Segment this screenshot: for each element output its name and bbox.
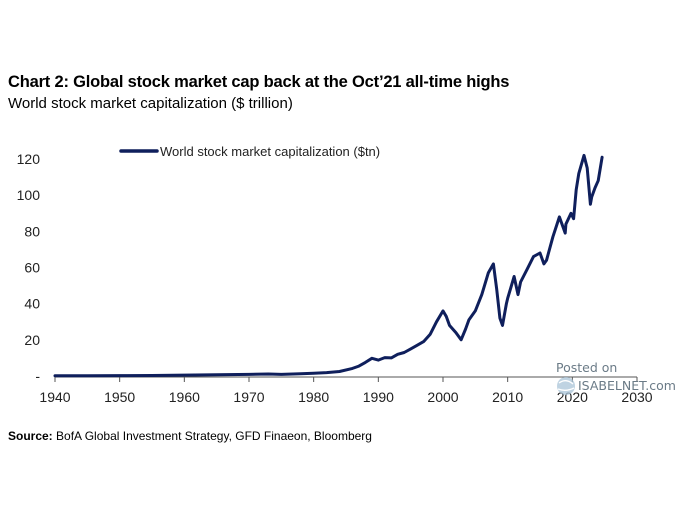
series-line bbox=[53, 153, 604, 378]
y-tick-label: 80 bbox=[24, 223, 40, 239]
source-note: Source: BofA Global Investment Strategy,… bbox=[8, 429, 372, 443]
x-tick-label: 1940 bbox=[39, 389, 70, 405]
y-tick-label: 120 bbox=[17, 151, 41, 167]
legend-label: World stock market capitalization ($tn) bbox=[160, 144, 380, 159]
y-tick-label: 20 bbox=[24, 332, 40, 348]
y-tick-label: 100 bbox=[17, 187, 41, 203]
chart-subtitle: World stock market capitalization ($ tri… bbox=[8, 95, 293, 112]
source-label: Source: bbox=[8, 429, 53, 443]
x-tick-label: 1950 bbox=[104, 389, 135, 405]
chart-title: Chart 2: Global stock market cap back at… bbox=[8, 73, 510, 91]
y-tick-label: 60 bbox=[24, 260, 40, 276]
x-tick-label: 1990 bbox=[363, 389, 394, 405]
x-tick-label: 1980 bbox=[298, 389, 329, 405]
x-axis-ticks: 1940 1950 1960 1970 1980 1990 2000 2010 2020 2030 bbox=[39, 377, 653, 405]
y-tick-label: 40 bbox=[24, 296, 40, 312]
legend: World stock market capitalization ($tn) bbox=[119, 144, 380, 159]
watermark-posted-on: Posted on bbox=[556, 360, 617, 375]
watermark: Posted on ISABELNET.com bbox=[556, 360, 676, 395]
series-layer bbox=[53, 153, 604, 378]
y-tick-label: - bbox=[35, 368, 40, 384]
x-tick-label: 2010 bbox=[492, 389, 523, 405]
watermark-site: ISABELNET.com bbox=[578, 378, 676, 393]
x-tick-label: 2000 bbox=[427, 389, 458, 405]
x-tick-label: 1960 bbox=[169, 389, 200, 405]
source-text: BofA Global Investment Strategy, GFD Fin… bbox=[56, 429, 372, 443]
y-axis-ticks: - 20 40 60 80 100 120 bbox=[17, 151, 41, 384]
globe-icon bbox=[557, 377, 575, 395]
x-tick-label: 2030 bbox=[621, 389, 652, 405]
x-tick-label: 1970 bbox=[233, 389, 264, 405]
